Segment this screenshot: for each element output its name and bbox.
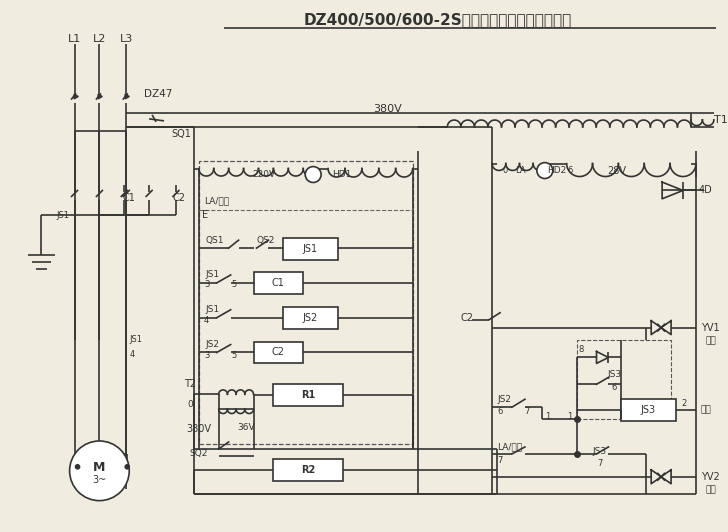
Text: JS1: JS1 xyxy=(206,305,220,314)
Text: 220V: 220V xyxy=(252,170,275,179)
Text: 7: 7 xyxy=(497,456,502,466)
Text: L1: L1 xyxy=(68,35,82,44)
Text: C2: C2 xyxy=(272,347,285,358)
Text: HD2: HD2 xyxy=(547,166,566,175)
Text: 4: 4 xyxy=(130,350,135,359)
Text: 2: 2 xyxy=(681,398,687,408)
Text: T2: T2 xyxy=(184,379,196,389)
Text: 1: 1 xyxy=(567,412,572,421)
Bar xyxy=(199,161,413,444)
Text: C2: C2 xyxy=(460,313,473,323)
Text: JS3: JS3 xyxy=(593,447,606,456)
Text: HD1: HD1 xyxy=(332,170,352,179)
Text: SQ2: SQ2 xyxy=(189,450,207,459)
Text: QS1: QS1 xyxy=(206,236,224,245)
Bar xyxy=(274,384,343,406)
Text: L3: L3 xyxy=(119,35,133,44)
Text: JS2: JS2 xyxy=(497,395,511,404)
Bar xyxy=(283,307,338,329)
Circle shape xyxy=(125,465,130,469)
Text: 8: 8 xyxy=(579,345,584,354)
Bar xyxy=(253,272,304,294)
Text: JS1: JS1 xyxy=(130,335,142,344)
Bar xyxy=(253,342,304,363)
Text: 5: 5 xyxy=(231,351,237,360)
Text: DZ47: DZ47 xyxy=(144,89,173,99)
Text: C1: C1 xyxy=(123,194,135,203)
Text: YV1: YV1 xyxy=(701,322,719,332)
Text: 冷却: 冷却 xyxy=(701,406,712,414)
Text: JS1: JS1 xyxy=(303,244,317,254)
Text: 380V: 380V xyxy=(373,104,402,114)
Text: 6: 6 xyxy=(497,406,502,415)
Text: 热封: 热封 xyxy=(706,336,716,345)
Text: JS2: JS2 xyxy=(303,313,318,323)
Text: 3: 3 xyxy=(204,280,209,289)
Text: R2: R2 xyxy=(301,465,315,475)
Text: M: M xyxy=(93,461,106,475)
Text: 1: 1 xyxy=(545,412,550,421)
Circle shape xyxy=(537,163,553,179)
Bar xyxy=(622,399,676,421)
Text: SQ1: SQ1 xyxy=(171,129,191,139)
Text: 380V: 380V xyxy=(186,424,211,434)
Text: LA/备停: LA/备停 xyxy=(497,443,522,452)
Text: YV2: YV2 xyxy=(701,472,720,482)
Text: 6: 6 xyxy=(567,166,572,175)
Text: DZ400/500/600-2S系列真空包装机电气原理图: DZ400/500/600-2S系列真空包装机电气原理图 xyxy=(304,12,571,27)
Bar xyxy=(577,339,671,419)
Text: C2: C2 xyxy=(173,194,186,203)
Text: LA/备停: LA/备停 xyxy=(204,196,229,205)
Text: C1: C1 xyxy=(272,278,285,288)
Text: T1: T1 xyxy=(714,115,727,125)
Circle shape xyxy=(70,441,130,501)
Circle shape xyxy=(76,465,79,469)
Text: L2: L2 xyxy=(92,35,106,44)
Text: 5: 5 xyxy=(231,280,237,289)
Bar xyxy=(274,459,343,481)
Text: 4D: 4D xyxy=(699,186,713,195)
Text: 6: 6 xyxy=(612,383,617,392)
Text: 3: 3 xyxy=(204,351,209,360)
Text: 28V: 28V xyxy=(607,165,626,176)
Text: JS3: JS3 xyxy=(607,370,622,379)
Text: LA: LA xyxy=(515,166,526,175)
Text: 0: 0 xyxy=(502,166,507,175)
Text: 放气: 放气 xyxy=(706,485,716,494)
Text: JS1: JS1 xyxy=(206,270,220,279)
Text: JS2: JS2 xyxy=(206,340,220,349)
Text: 0: 0 xyxy=(187,400,193,409)
Bar xyxy=(283,238,338,260)
Text: E: E xyxy=(202,210,208,220)
Text: QS2: QS2 xyxy=(256,236,275,245)
Text: 7: 7 xyxy=(524,406,529,415)
Text: 3~: 3~ xyxy=(92,475,106,485)
Text: 7: 7 xyxy=(597,459,602,468)
Text: 4: 4 xyxy=(204,316,209,325)
Text: JS1: JS1 xyxy=(57,211,70,220)
Circle shape xyxy=(305,167,321,182)
Text: R1: R1 xyxy=(301,390,315,400)
Text: 36V: 36V xyxy=(238,422,256,431)
Text: JS3: JS3 xyxy=(641,405,656,415)
